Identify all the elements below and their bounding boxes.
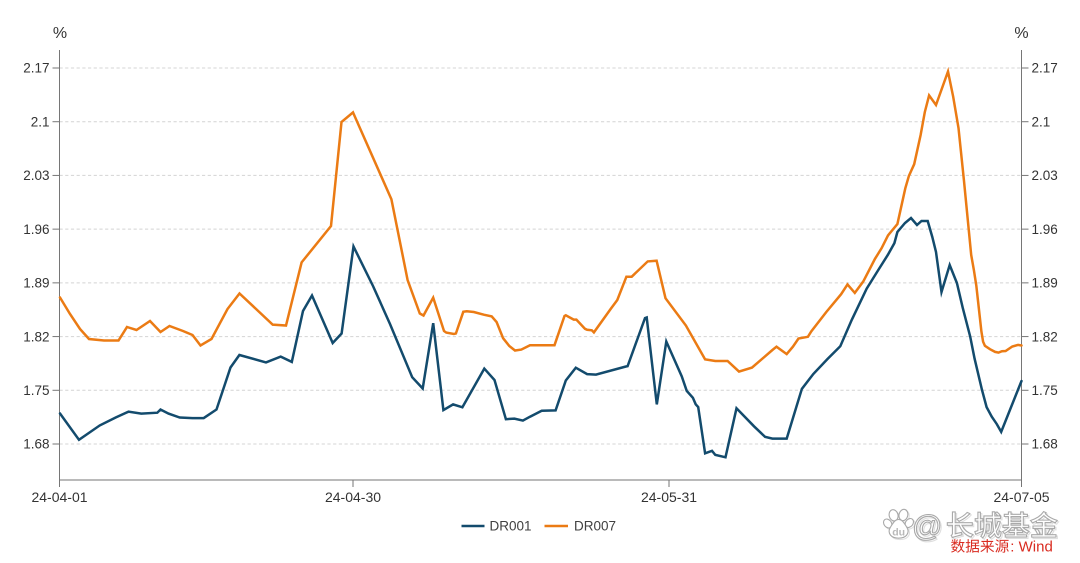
svg-text:1.96: 1.96 [1032, 222, 1058, 237]
svg-text:DR001: DR001 [490, 519, 532, 534]
svg-text:2.1: 2.1 [31, 114, 50, 129]
svg-text:DR007: DR007 [574, 519, 616, 534]
svg-text:1.75: 1.75 [1032, 383, 1058, 398]
svg-text:24-05-31: 24-05-31 [641, 489, 697, 505]
svg-text:1.82: 1.82 [23, 329, 49, 344]
svg-text:1.68: 1.68 [23, 437, 49, 452]
svg-text:@: @ [912, 510, 942, 543]
svg-text:24-04-01: 24-04-01 [31, 489, 87, 505]
svg-text:2.17: 2.17 [23, 61, 49, 76]
svg-text:du: du [892, 527, 905, 539]
svg-text:1.82: 1.82 [1032, 329, 1058, 344]
svg-text:%: % [1014, 25, 1028, 42]
svg-text:2.17: 2.17 [1032, 61, 1058, 76]
svg-text:2.03: 2.03 [23, 168, 49, 183]
svg-text:: Wind: : Wind [1010, 539, 1053, 556]
svg-text:1.75: 1.75 [23, 383, 49, 398]
svg-text:1.96: 1.96 [23, 222, 49, 237]
svg-text:2.1: 2.1 [1032, 114, 1051, 129]
svg-text:1.89: 1.89 [23, 276, 49, 291]
svg-text:1.68: 1.68 [1032, 437, 1058, 452]
svg-text:24-04-30: 24-04-30 [325, 489, 381, 505]
svg-text:%: % [53, 25, 67, 42]
svg-text:@: @ [913, 511, 943, 544]
svg-text:24-07-05: 24-07-05 [993, 489, 1049, 505]
svg-text:1.89: 1.89 [1032, 276, 1058, 291]
svg-text:2.03: 2.03 [1032, 168, 1058, 183]
